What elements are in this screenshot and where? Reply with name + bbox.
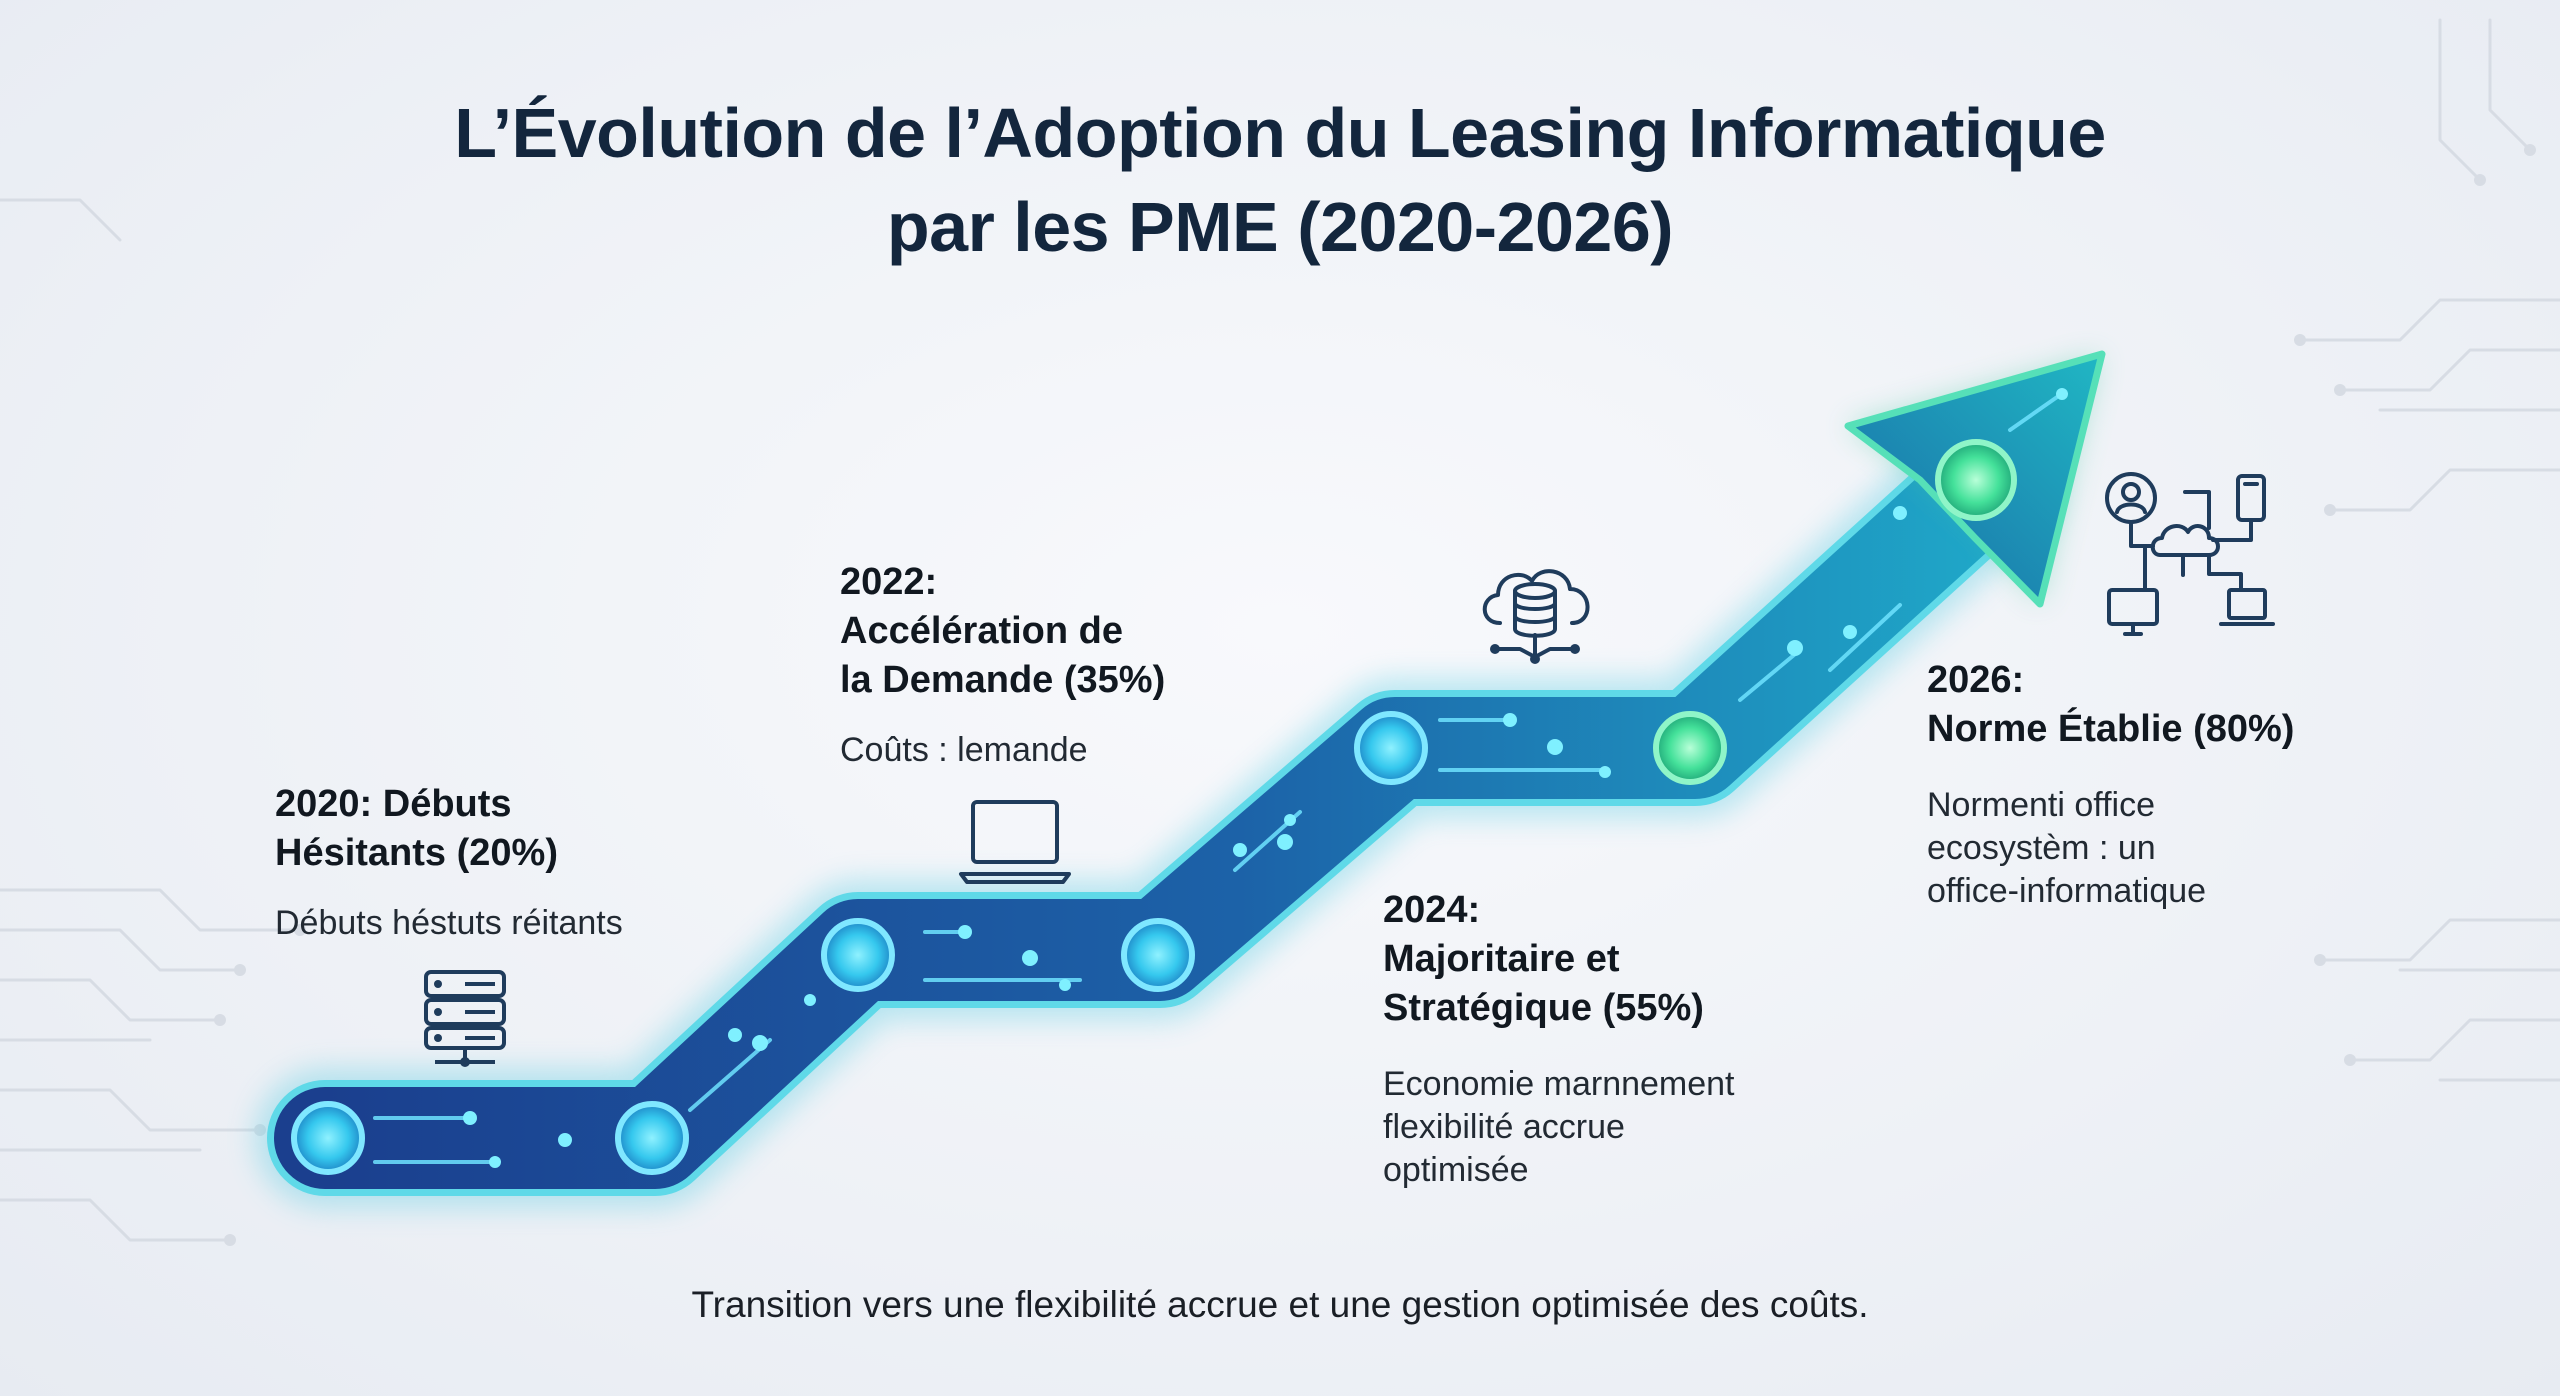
footer-caption: Transition vers une flexibilité accrue e… (691, 1284, 1869, 1325)
stage-2022-year: 2022: (840, 561, 938, 603)
stage-2026-description-line-1: Normenti office (1927, 786, 2156, 824)
title-line-1: L’Évolution de l’Adoption du Leasing Inf… (454, 94, 2106, 172)
stage-2024-year: 2024: (1383, 889, 1481, 931)
stage-2026-description-line-3: office-informatique (1927, 872, 2207, 910)
stage-2020-description: Débuts héstuts réitants (275, 904, 623, 942)
page-title: L’Évolution de l’Adoption du Leasing Inf… (0, 86, 2560, 274)
milestone-node-2024 (1354, 711, 1428, 785)
stage-2022: 2022: Accélération de la Demande (35%) C… (840, 558, 1165, 772)
stage-2024-title-line-1: Majoritaire et (1383, 938, 1620, 980)
server-icon (424, 970, 506, 1067)
network-devices-icon (2105, 472, 2275, 636)
stage-2026-title: Norme Établie (80%) (1927, 708, 2295, 750)
stage-2020-title-line-1: 2020: Débuts (275, 783, 512, 825)
stage-2026: 2026: Norme Établie (80%) Normenti offic… (1927, 656, 2294, 913)
stage-2024-description-line-3: optimisée (1383, 1151, 1529, 1189)
stage-2026-description-line-2: ecosystèm : un (1927, 829, 2156, 867)
stage-2020-title-line-2: Hésitants (20%) (275, 832, 558, 874)
milestone-node-2023 (1121, 918, 1195, 992)
title-line-2: par les PME (2020-2026) (886, 188, 1674, 266)
stage-2024-description-line-2: flexibilité accrue (1383, 1108, 1625, 1146)
stage-2026-description: Normenti office ecosystèm : un office-in… (1927, 784, 2294, 913)
stage-2022-title-line-2: la Demande (35%) (840, 659, 1166, 701)
stage-2024-title-line-2: Stratégique (55%) (1383, 987, 1704, 1029)
milestone-node-2026 (1935, 439, 2017, 521)
milestone-node-2025 (1653, 711, 1727, 785)
stage-2024-description-line-1: Economie marnnement (1383, 1065, 1735, 1103)
stage-2024: 2024: Majoritaire et Stratégique (55%) E… (1383, 886, 1735, 1192)
stage-2026-year: 2026: (1927, 659, 2025, 701)
milestone-node-2020 (291, 1101, 365, 1175)
stage-2020: 2020: Débuts Hésitants (20%) Débuts hést… (275, 780, 623, 945)
cloud-database-icon (1482, 569, 1590, 664)
stage-2022-description: Coûts : lemande (840, 731, 1088, 769)
milestone-node-2022 (821, 918, 895, 992)
stage-2022-title-line-1: Accélération de (840, 610, 1123, 652)
milestone-node-2021 (615, 1101, 689, 1175)
stage-2024-description: Economie marnnement flexibilité accrue o… (1383, 1063, 1735, 1192)
laptop-icon (959, 800, 1071, 884)
